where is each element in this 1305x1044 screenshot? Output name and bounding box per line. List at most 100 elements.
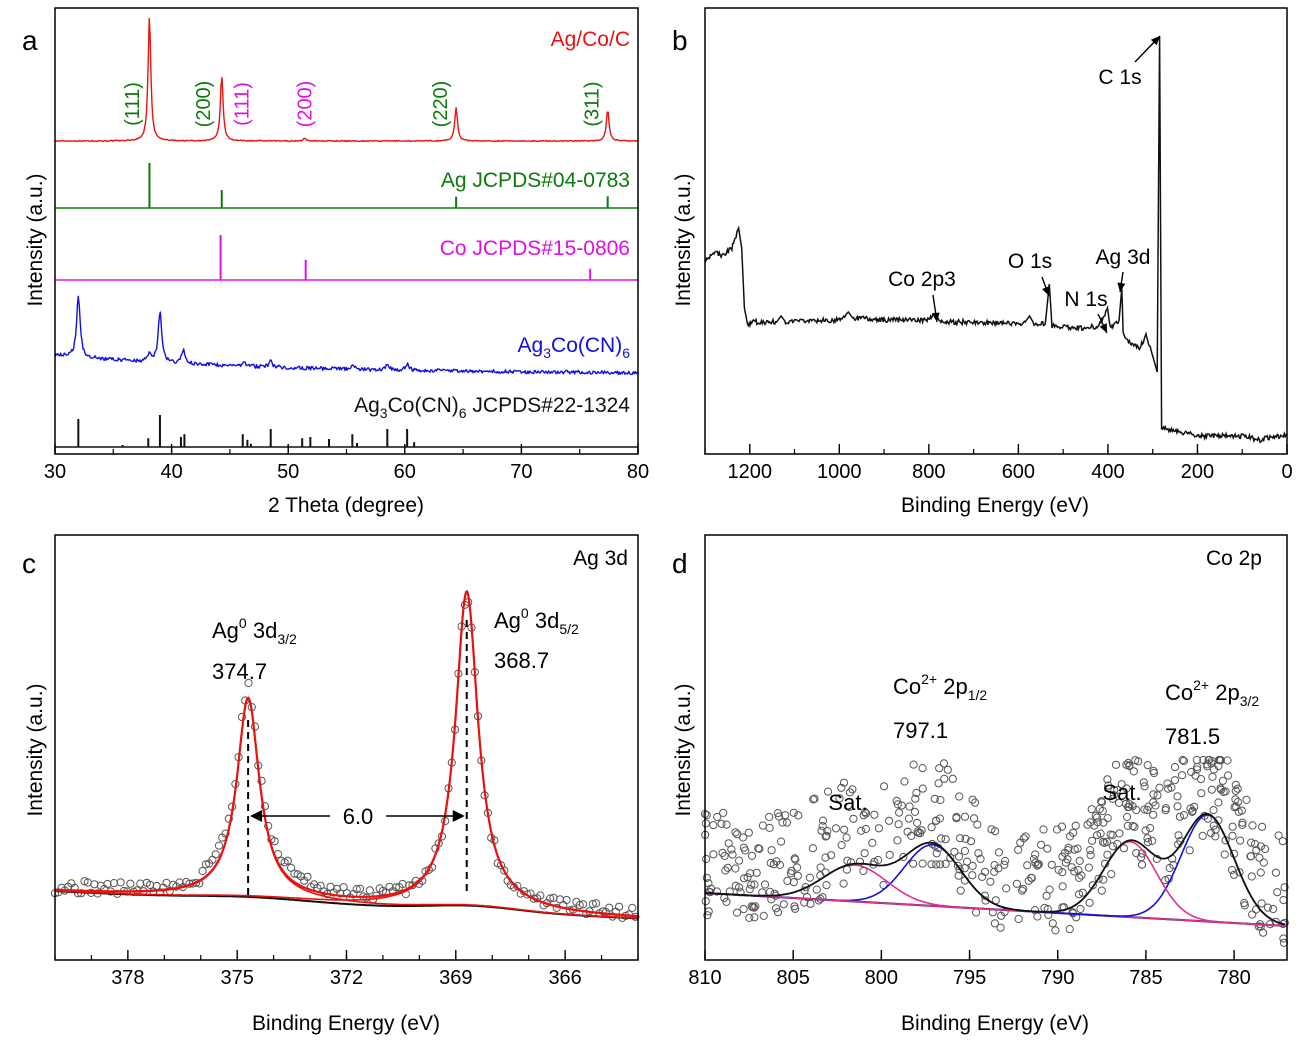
data-point: [1223, 756, 1232, 765]
peak-label-o-1s: O 1s: [1008, 250, 1052, 273]
data-point: [1229, 870, 1239, 879]
data-point: [743, 873, 752, 882]
data-point: [1107, 870, 1116, 879]
a-tick-label: 30: [44, 461, 66, 483]
data-point: [941, 859, 950, 869]
data-point: [720, 893, 729, 902]
data-point: [588, 899, 597, 909]
data-point: [1173, 802, 1182, 811]
data-point: [1078, 888, 1087, 897]
data-point: [955, 792, 964, 801]
data-point: [1115, 829, 1124, 838]
data-point: [1178, 755, 1187, 765]
data-point: [1209, 821, 1218, 830]
data-point: [1030, 906, 1040, 915]
data-point: [1103, 775, 1112, 784]
data-point: [1279, 896, 1288, 905]
data-point: [1179, 811, 1189, 820]
data-point: [996, 923, 1005, 932]
data-point: [806, 899, 815, 908]
b-tick-label: 1200: [728, 461, 773, 483]
data-point: [750, 903, 759, 912]
data-point: [927, 823, 936, 832]
data-point: [1227, 865, 1237, 875]
panel-d-ylabel: Intensity (a.u.): [672, 683, 695, 816]
data-point: [747, 851, 757, 861]
data-point: [1185, 846, 1194, 855]
peak-label-n-1s: N 1s: [1064, 288, 1107, 311]
data-point: [976, 854, 985, 864]
data-point: [392, 883, 401, 892]
data-point: [823, 827, 832, 836]
data-point: [1280, 883, 1289, 892]
label-co-jcpds: Co JCPDS#15-0806: [440, 237, 630, 260]
data-point: [523, 890, 532, 899]
data-point: [1236, 836, 1245, 845]
panel-a-ylabel: Intensity (a.u.): [24, 173, 47, 306]
data-point: [1254, 922, 1263, 931]
data-point: [936, 795, 945, 805]
data-point: [1257, 899, 1266, 908]
data-point: [793, 863, 802, 872]
data-point: [1273, 888, 1282, 897]
data-point: [224, 814, 233, 823]
panel-a-xlabel: 2 Theta (degree): [268, 494, 424, 517]
data-point: [1161, 806, 1170, 815]
data-point: [731, 828, 740, 837]
data-point: [1250, 839, 1260, 849]
data-point: [1088, 881, 1097, 890]
data-point: [1094, 874, 1103, 883]
data-point: [1099, 875, 1108, 884]
data-point: [1103, 814, 1112, 823]
data-point: [283, 856, 292, 865]
data-point: [1074, 890, 1084, 899]
data-point: [615, 902, 624, 911]
data-point: [818, 893, 827, 902]
d-tick-label: 795: [953, 967, 986, 989]
data-point: [789, 808, 798, 817]
data-point: [961, 834, 970, 843]
data-point: [1057, 822, 1067, 831]
data-point: [744, 828, 753, 837]
data-point: [848, 785, 857, 794]
data-point: [1093, 831, 1102, 840]
data-point: [1128, 802, 1137, 811]
data-point: [1043, 844, 1052, 853]
data-point: [1188, 806, 1197, 816]
data-point: [1220, 850, 1229, 859]
d-tick-label: 780: [1217, 967, 1250, 989]
data-point: [116, 878, 125, 887]
data-point: [1149, 790, 1158, 799]
data-point: [874, 855, 883, 865]
data-point: [857, 826, 866, 836]
data-point: [765, 812, 774, 822]
data-point: [885, 816, 894, 825]
data-point: [1252, 846, 1261, 855]
data-point: [1124, 758, 1133, 768]
data-point: [733, 830, 742, 839]
data-point: [1106, 830, 1115, 839]
d-tick-label: 805: [776, 967, 809, 989]
data-point: [529, 894, 538, 903]
data-point: [1258, 822, 1267, 831]
data-point: [809, 795, 818, 804]
label-ag-jcpds: Ag JCPDS#04-0783: [441, 169, 630, 192]
data-point: [211, 850, 220, 859]
data-point: [794, 811, 803, 820]
data-point: [1148, 836, 1157, 846]
panel-d-xlabel: Binding Energy (eV): [901, 1012, 1089, 1035]
data-point: [987, 825, 996, 834]
data-point: [972, 908, 981, 917]
data-point: [1023, 861, 1032, 870]
data-point: [355, 884, 365, 893]
data-point: [562, 895, 571, 905]
data-point: [1122, 760, 1131, 769]
data-point: [1063, 855, 1072, 864]
peak-label-co-2p3: Co 2p3: [888, 268, 956, 291]
data-point: [932, 860, 941, 869]
data-point: [1097, 886, 1106, 895]
data-point: [842, 833, 851, 842]
data-point: [1170, 763, 1180, 772]
data-point: [970, 814, 979, 823]
data-point: [1140, 782, 1149, 791]
